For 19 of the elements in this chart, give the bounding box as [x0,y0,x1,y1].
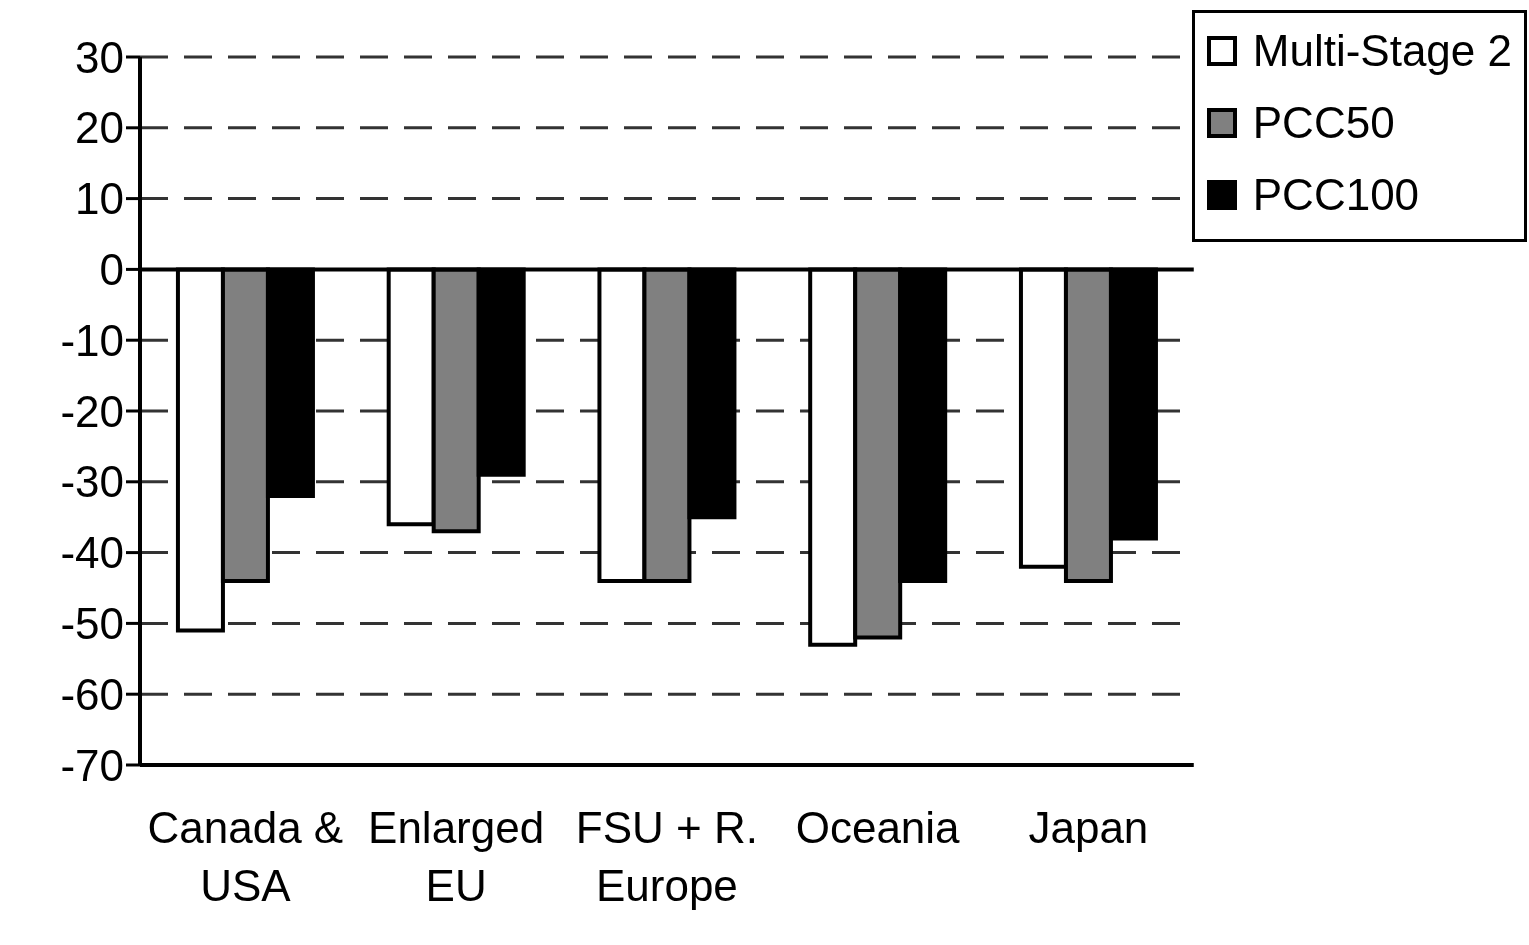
legend-label: Multi-Stage 2 [1252,26,1512,76]
x-tick-label: FSU + R. Europe [575,803,758,910]
x-tick-label: Oceania [795,803,961,852]
legend-label: PCC100 [1252,170,1420,220]
y-tick-label: 30 [75,32,124,82]
legend-label: PCC50 [1252,98,1395,148]
y-tick-label: -70 [60,740,124,790]
y-tick-label: 10 [75,174,124,224]
x-tick-label: Japan [1028,803,1149,852]
y-tick-label: 20 [75,103,124,153]
x-tick-label: Canada & USA [147,803,344,910]
y-tick-label: -60 [60,669,124,719]
x-tick-label: Enlarged EU [368,803,545,910]
y-tick-label: -30 [60,457,124,507]
y-tick-label: -10 [60,315,124,365]
y-tick-label: -50 [60,599,124,649]
y-tick-label: 0 [99,245,124,295]
y-tick-label: -40 [60,528,124,578]
y-tick-label: -20 [60,386,124,436]
